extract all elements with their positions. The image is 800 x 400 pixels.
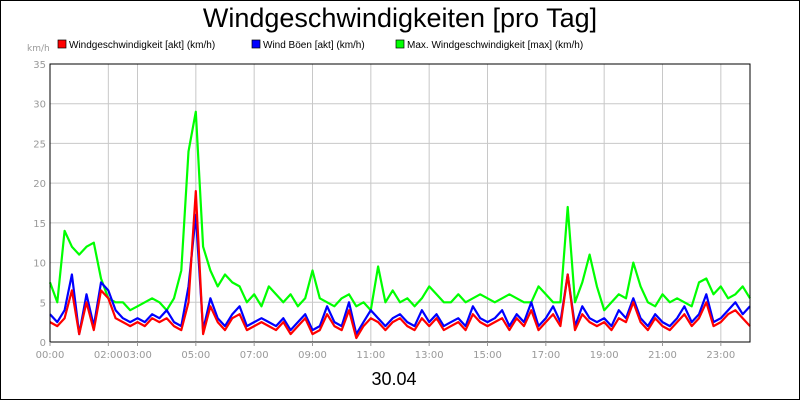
legend-label: Wind Böen [akt] (km/h) (263, 40, 365, 51)
x-axis: 00:00 02:00 03:00 05:00 07:00 09:00 11:00 13:00… (36, 342, 735, 361)
plot-area-border (49, 63, 751, 343)
x-tick-label: 05:00 (181, 350, 210, 361)
x-tick-label: 21:00 (648, 350, 677, 361)
series-line-1 (49, 213, 751, 336)
series-line-2 (49, 190, 751, 340)
x-tick-label: 03:00 (123, 350, 152, 361)
x-tick-label: 11:00 (356, 350, 385, 361)
series-line-0 (48, 110, 751, 312)
x-tick-label: 15:00 (473, 350, 502, 361)
series-layer (48, 110, 751, 340)
y-tick-label: 10 (33, 259, 46, 270)
y-tick-label: 20 (33, 179, 46, 190)
chart-title: Windgeschwindigkeiten [pro Tag] (203, 3, 597, 33)
x-tick-label: 23:00 (706, 350, 735, 361)
legend: Windgeschwindigkeit [akt] (km/h) Wind Böe… (57, 39, 583, 51)
y-tick-label: 25 (33, 139, 46, 150)
x-tick-label: 13:00 (415, 350, 444, 361)
y-tick-label: 30 (33, 100, 46, 111)
x-tick-label: 19:00 (590, 350, 619, 361)
legend-label: Max. Windgeschwindigkeit [max] (km/h) (407, 40, 583, 51)
legend-swatch (251, 39, 261, 49)
x-tick-label: 00:00 (36, 350, 65, 361)
x-tick-label: 09:00 (298, 350, 327, 361)
y-axis: 0 5 10 15 20 25 30 35 (33, 60, 46, 349)
y-axis-unit-label: km/h (27, 44, 50, 54)
x-tick-label: 02:00 (94, 350, 123, 361)
legend-swatch (395, 39, 405, 49)
y-tick-label: 5 (40, 298, 46, 309)
y-tick-label: 0 (40, 338, 46, 349)
date-label: 30.04 (371, 369, 416, 389)
y-tick-label: 15 (33, 219, 46, 230)
legend-label: Windgeschwindigkeit [akt] (km/h) (69, 40, 215, 51)
x-tick-label: 17:00 (531, 350, 560, 361)
x-tick-label: 07:00 (240, 350, 269, 361)
legend-swatch (57, 39, 67, 49)
y-tick-label: 35 (33, 60, 46, 71)
